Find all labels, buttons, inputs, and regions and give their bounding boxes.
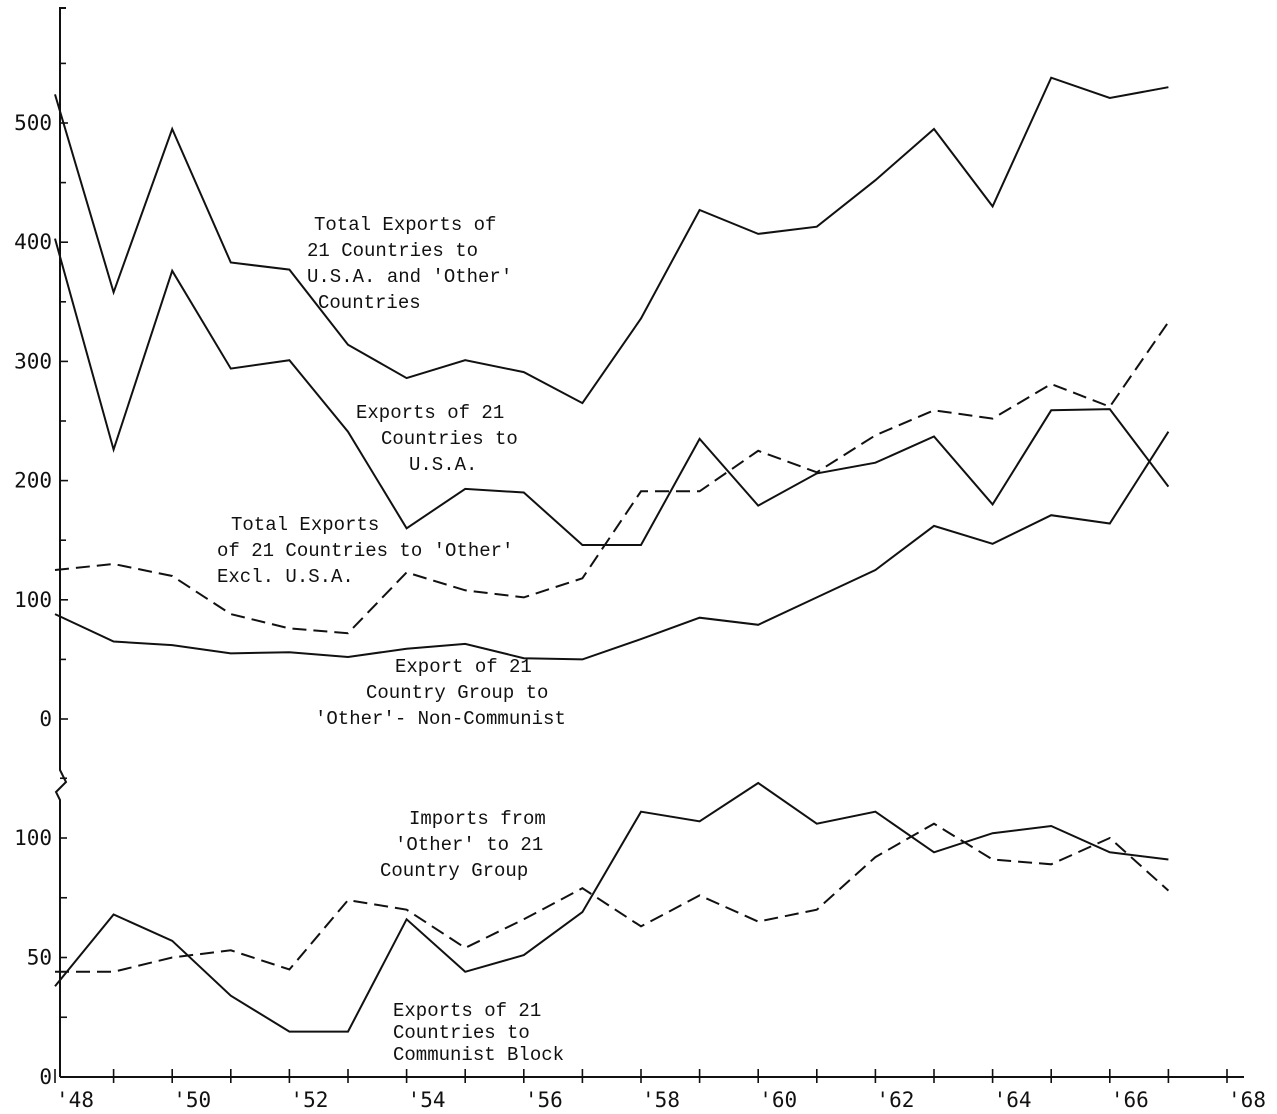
annotation-total-exports-line-3: U.S.A. and 'Other' (307, 266, 512, 288)
annotation-export-non-communist-line-3: 'Other'- Non-Communist (315, 708, 566, 730)
annotation-total-exports-line-1: Total Exports of (314, 214, 496, 236)
x-tick-label: '68 (1228, 1088, 1266, 1112)
y-tick-label-upper: 200 (14, 469, 52, 493)
annotation-export-non-communist: Export of 21 Country Group to 'Other'- N… (315, 656, 566, 730)
annotation-export-non-communist-line-2: Country Group to (366, 682, 548, 704)
y-tick-label-upper: 100 (14, 588, 52, 612)
x-tick-label: '62 (876, 1088, 914, 1112)
upper-series-2-line (54, 238, 1170, 546)
upper-series-4-line (54, 431, 1170, 661)
x-tick-label: '60 (759, 1088, 797, 1112)
annotation-total-exports-line-2: 21 Countries to (307, 240, 478, 262)
x-tick-label: '64 (994, 1088, 1032, 1112)
annotation-exports-usa-line-2: Countries to (381, 428, 518, 450)
axes (54, 7, 1244, 1078)
chart-series (54, 76, 1170, 1033)
upper-series-3-line (54, 321, 1170, 635)
annotation-total-exports-other-line-2: of 21 Countries to 'Other' (217, 540, 513, 562)
annotation-exports-communist-line-2: Countries to (393, 1022, 530, 1044)
annotation-exports-usa: Exports of 21 Countries to U.S.A. (356, 402, 529, 476)
upper-series-1-line (54, 76, 1169, 405)
x-tick-label: '58 (642, 1088, 680, 1112)
x-tick-label: '54 (408, 1088, 446, 1112)
annotation-imports-from-other: Imports from 'Other' to 21 Country Group (380, 808, 557, 882)
annotation-total-exports-other-line-3: Excl. U.S.A. (217, 566, 354, 588)
y-tick-label-lower: 100 (14, 826, 52, 850)
annotation-total-exports-other: Total Exports of 21 Countries to 'Other'… (217, 514, 525, 588)
annotation-export-non-communist-line-1: Export of 21 (395, 656, 532, 678)
x-tick-label: '66 (1111, 1088, 1149, 1112)
y-tick-label-upper: 400 (14, 230, 52, 254)
x-tick-label: '48 (56, 1088, 94, 1112)
annotation-exports-communist: Exports of 21 Countries to Communist Blo… (393, 1000, 564, 1066)
y-axis-line (54, 7, 68, 1077)
y-tick-label-lower: 50 (27, 946, 52, 970)
x-tick-label: '56 (525, 1088, 563, 1112)
annotation-exports-usa-line-1: Exports of 21 (356, 402, 504, 424)
annotation-imports-from-other-line-1: Imports from (409, 808, 546, 830)
y-tick-label-upper: 300 (14, 349, 52, 373)
annotation-total-exports: Total Exports of 21 Countries to U.S.A. … (307, 214, 524, 314)
annotation-exports-communist-line-3: Communist Block (393, 1044, 564, 1066)
annotation-total-exports-line-4: Countries (318, 292, 421, 314)
lower-series-1-line (54, 781, 1169, 1033)
x-tick-label: '52 (290, 1088, 328, 1112)
annotation-exports-usa-line-3: U.S.A. (409, 454, 477, 476)
annotation-exports-communist-line-1: Exports of 21 (393, 1000, 541, 1022)
annotation-imports-from-other-line-2: 'Other' to 21 (395, 834, 543, 856)
annotation-imports-from-other-line-3: Country Group (380, 860, 528, 882)
x-tick-label: '50 (173, 1088, 211, 1112)
y-tick-label-lower: 0 (39, 1065, 52, 1089)
axis-tick-labels: 0 100 200 300 400 500 0 50 100 '48 '50 '52 '54 '56 '58… (14, 111, 1266, 1112)
y-tick-label-upper: 500 (14, 111, 52, 135)
lower-series-2-line (55, 822, 1170, 973)
y-tick-label-upper: 0 (39, 707, 52, 731)
chart-annotations: Total Exports of 21 Countries to U.S.A. … (217, 214, 566, 1066)
annotation-total-exports-other-line-1: Total Exports (231, 514, 379, 536)
